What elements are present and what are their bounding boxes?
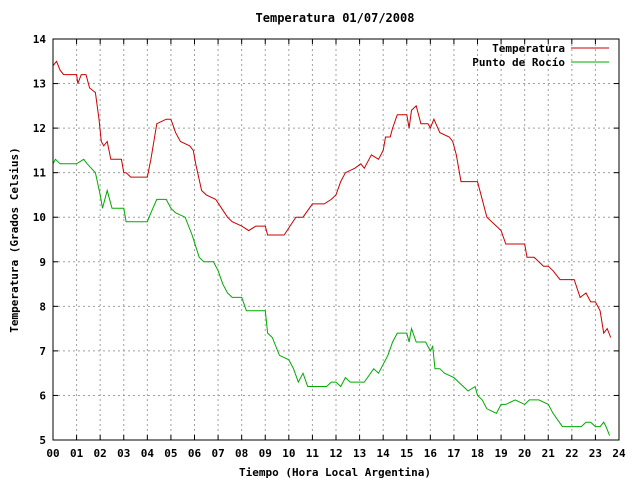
- x-tick-label: 04: [141, 447, 155, 460]
- x-tick-label: 24: [612, 447, 626, 460]
- x-tick-label: 09: [259, 447, 272, 460]
- x-tick-label: 22: [565, 447, 578, 460]
- y-tick-label: 14: [33, 33, 47, 46]
- y-tick-label: 13: [33, 78, 46, 91]
- x-tick-label: 18: [471, 447, 484, 460]
- y-axis-label: Temperatura (Grados Celsius): [8, 147, 21, 332]
- x-tick-label: 07: [211, 447, 224, 460]
- x-tick-label: 14: [377, 447, 391, 460]
- y-tick-label: 12: [33, 122, 46, 135]
- y-tick-label: 8: [39, 300, 46, 313]
- x-tick-label: 20: [518, 447, 531, 460]
- x-tick-label: 12: [329, 447, 342, 460]
- legend-label-punto-de-rocio: Punto de Rocío: [472, 56, 565, 69]
- legend: Temperatura Punto de Rocío: [472, 42, 609, 69]
- y-tick-label: 10: [33, 211, 46, 224]
- x-axis-label: Tiempo (Hora Local Argentina): [239, 466, 431, 479]
- chart-title: Temperatura 01/07/2008: [256, 11, 415, 25]
- x-tick-label: 10: [282, 447, 295, 460]
- x-tick-label: 13: [353, 447, 366, 460]
- x-tick-label: 08: [235, 447, 248, 460]
- legend-label-temperatura: Temperatura: [492, 42, 565, 55]
- x-tick-label: 23: [589, 447, 602, 460]
- x-tick-label: 00: [46, 447, 59, 460]
- series-line-punto-de-rocio: [52, 158, 611, 436]
- x-tick-label: 02: [94, 447, 107, 460]
- x-tick-label: 03: [117, 447, 130, 460]
- x-tick-label: 11: [306, 447, 320, 460]
- x-tick-label: 19: [494, 447, 507, 460]
- grid-lines: [53, 39, 619, 440]
- y-tick-label: 5: [39, 434, 46, 447]
- y-tick-label: 6: [39, 389, 46, 402]
- x-tick-label: 06: [188, 447, 202, 460]
- x-tick-label: 05: [164, 447, 177, 460]
- y-tick-label: 7: [39, 345, 46, 358]
- y-tick-label: 9: [39, 256, 46, 269]
- x-tick-label: 01: [70, 447, 84, 460]
- x-tick-label: 17: [447, 447, 460, 460]
- series-line-temperatura: [52, 60, 612, 338]
- y-tick-label: 11: [33, 167, 47, 180]
- x-tick-label: 15: [400, 447, 413, 460]
- x-tick-label: 21: [542, 447, 556, 460]
- x-tick-label: 16: [424, 447, 438, 460]
- series-lines: [52, 60, 612, 436]
- plot-frame: [52, 38, 620, 441]
